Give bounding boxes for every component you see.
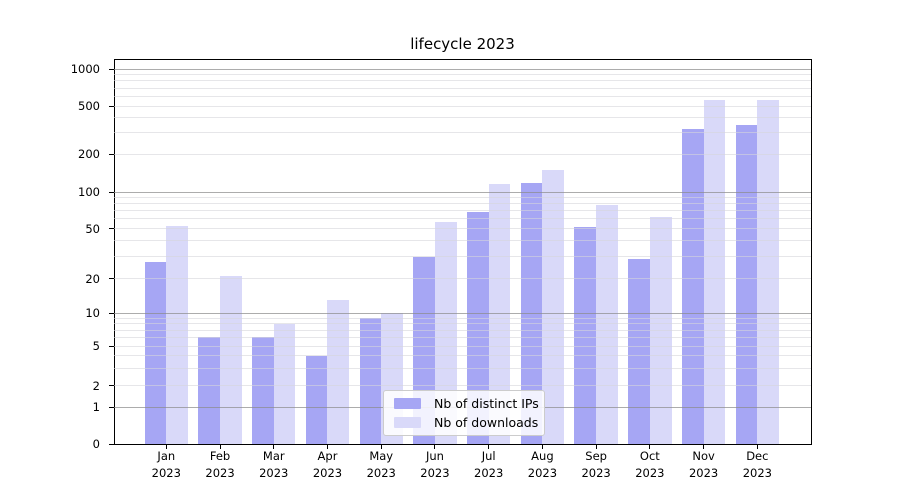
bar-downloads-oct <box>649 217 672 444</box>
bar-downloads-aug <box>542 169 565 444</box>
x-tick-mark <box>273 444 275 449</box>
y-tick-mark <box>109 278 114 280</box>
bar-ips-nov <box>681 129 704 444</box>
y-tick-label: 10 <box>85 306 100 321</box>
bars-layer <box>114 59 811 444</box>
y-tick-label: 20 <box>85 271 100 286</box>
x-tick-mark <box>595 444 597 449</box>
bar-downloads-dec <box>757 99 780 444</box>
x-tick-label: Jun 2023 <box>420 449 450 480</box>
y-tick-mark <box>109 105 114 107</box>
x-tick-mark <box>649 444 651 449</box>
chart-title: lifecycle 2023 <box>410 35 515 53</box>
x-tick-mark <box>541 444 543 449</box>
legend-label-downloads: Nb of downloads <box>434 415 539 430</box>
axis-spine-left <box>113 59 115 444</box>
bar-ips-may <box>359 318 382 444</box>
x-tick-mark <box>219 444 221 449</box>
bar-downloads-feb <box>220 276 242 444</box>
x-tick-mark <box>703 444 705 449</box>
y-tick-mark <box>109 385 114 387</box>
bar-downloads-jun <box>434 221 457 444</box>
bar-downloads-jan <box>166 226 188 444</box>
y-tick-label: 1000 <box>70 62 100 76</box>
bar-ips-feb <box>198 337 221 444</box>
y-tick-mark <box>109 68 114 70</box>
x-tick-mark <box>326 444 328 449</box>
y-tick-label: 2 <box>92 378 100 393</box>
x-tick-label: Apr 2023 <box>312 449 343 480</box>
x-tick-label: Sep 2023 <box>581 449 611 480</box>
bar-ips-sep <box>574 227 597 444</box>
y-tick-mark <box>109 153 114 155</box>
legend-swatch-ips <box>394 398 421 409</box>
bar-ips-mar <box>252 337 274 444</box>
axis-spine-right <box>810 59 812 444</box>
x-tick-label: Mar 2023 <box>259 449 289 480</box>
bar-ips-jul <box>466 212 489 444</box>
y-tick-label: 5 <box>92 339 100 354</box>
y-tick-label: 500 <box>78 99 100 113</box>
legend-item-downloads: Nb of downloads <box>394 415 544 430</box>
y-tick-mark <box>109 345 114 347</box>
x-tick-label: Feb 2023 <box>205 449 235 480</box>
x-tick-label: Jul 2023 <box>474 449 504 480</box>
bar-ips-oct <box>628 258 650 444</box>
x-tick-mark <box>488 444 490 449</box>
legend-label-distinct-ips: Nb of distinct IPs <box>434 396 539 411</box>
y-tick-label: 1 <box>92 400 100 414</box>
bar-downloads-mar <box>273 323 296 444</box>
x-tick-label: Nov 2023 <box>688 449 719 480</box>
y-tick-label: 200 <box>78 147 100 162</box>
y-tick-label: 100 <box>78 185 100 200</box>
x-tick-label: May 2023 <box>366 449 396 480</box>
x-tick-mark <box>756 444 758 449</box>
bar-downloads-sep <box>596 205 618 444</box>
legend: Nb of distinct IPs Nb of downloads <box>383 390 545 436</box>
x-tick-mark <box>165 444 167 449</box>
plot-area: Nb of distinct IPs Nb of downloads <box>114 59 811 444</box>
bar-ips-apr <box>305 355 328 444</box>
x-tick-label: Aug 2023 <box>527 449 558 480</box>
y-tick-mark <box>109 191 114 193</box>
y-tick-label: 50 <box>85 221 100 236</box>
axis-spine-top <box>113 58 812 60</box>
bar-downloads-apr <box>327 300 350 444</box>
x-tick-mark <box>380 444 382 449</box>
legend-swatch-downloads <box>394 417 421 428</box>
x-tick-label: Oct 2023 <box>635 449 665 480</box>
bar-ips-dec <box>735 124 758 444</box>
x-tick-label: Dec 2023 <box>742 449 772 480</box>
y-tick-label: 0 <box>92 437 100 451</box>
y-tick-mark <box>109 443 114 445</box>
bar-downloads-jul <box>488 184 511 444</box>
y-tick-mark <box>109 312 114 314</box>
legend-item-distinct-ips: Nb of distinct IPs <box>394 396 544 411</box>
y-tick-mark <box>109 406 114 408</box>
bar-ips-jan <box>144 262 167 444</box>
bar-downloads-nov <box>703 99 726 444</box>
x-tick-mark <box>434 444 436 449</box>
x-tick-label: Jan 2023 <box>151 449 181 480</box>
axis-spine-bottom <box>113 443 812 445</box>
y-tick-mark <box>109 228 114 229</box>
